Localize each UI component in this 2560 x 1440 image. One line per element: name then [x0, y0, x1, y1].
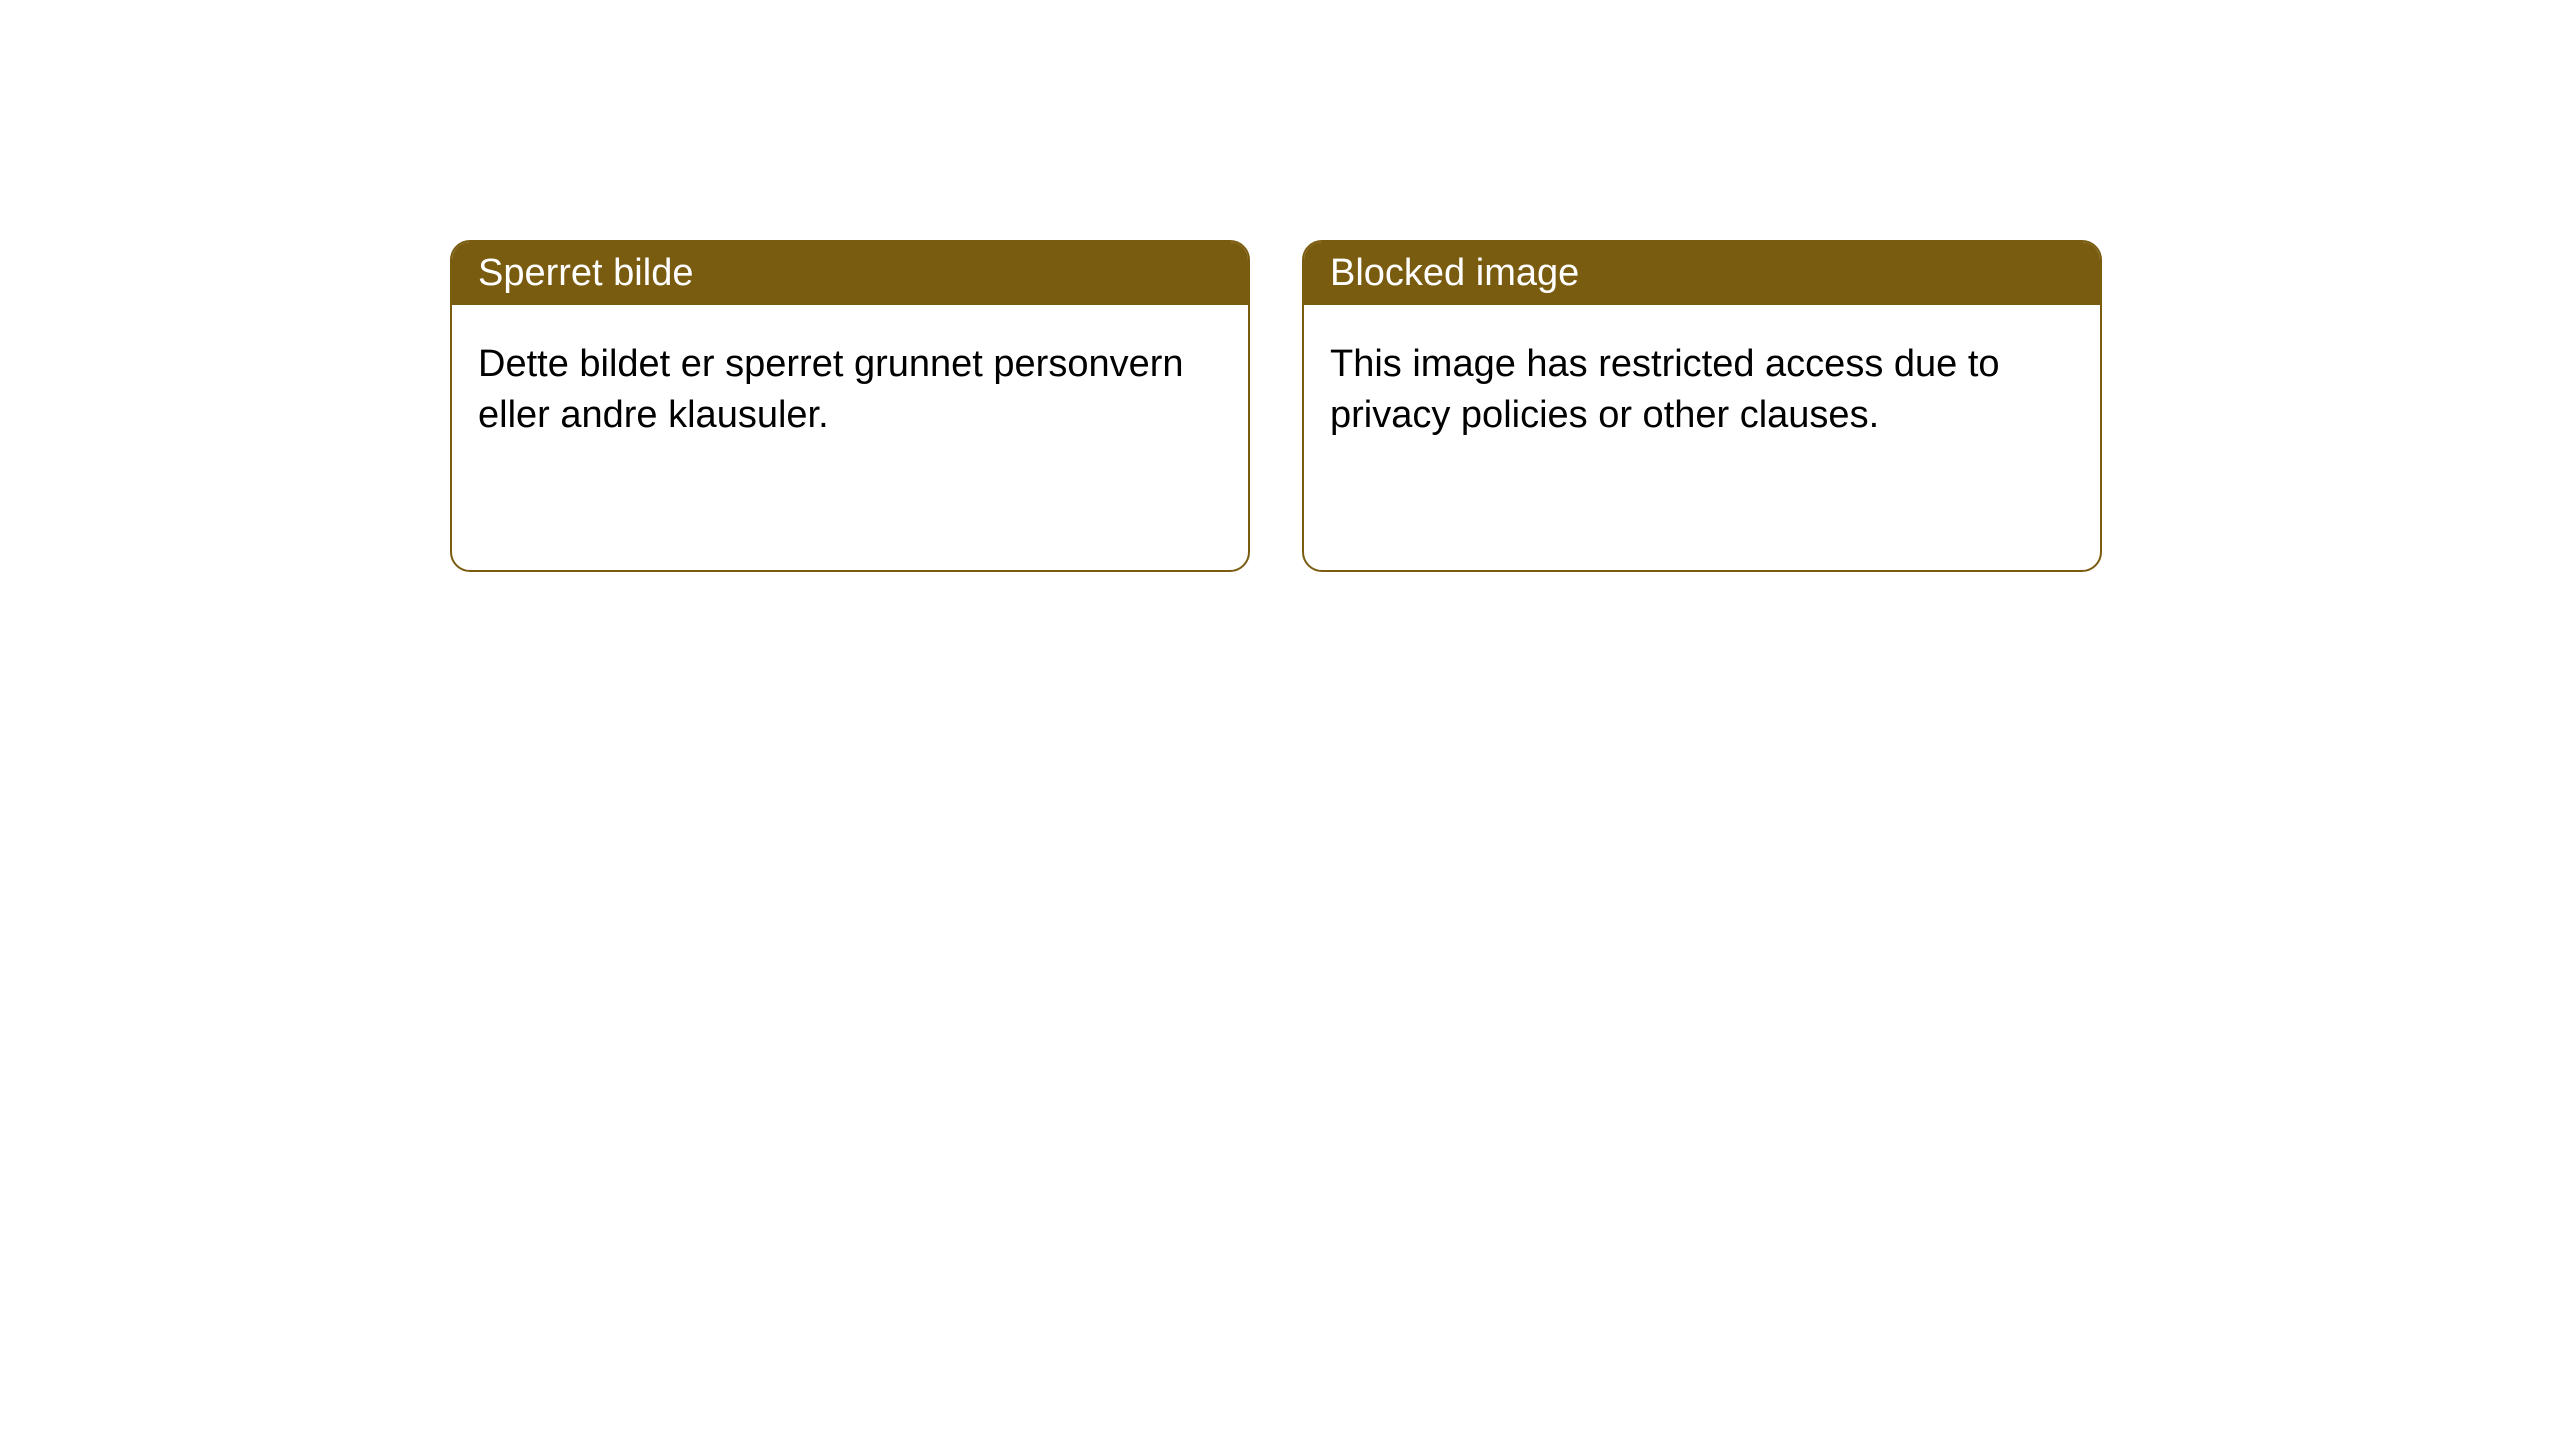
blocked-image-card-english: Blocked image This image has restricted …	[1302, 240, 2102, 572]
blocked-image-card-norwegian: Sperret bilde Dette bildet er sperret gr…	[450, 240, 1250, 572]
card-body: This image has restricted access due to …	[1304, 305, 2100, 476]
card-body: Dette bildet er sperret grunnet personve…	[452, 305, 1248, 476]
cards-container: Sperret bilde Dette bildet er sperret gr…	[0, 0, 2560, 572]
card-header: Blocked image	[1304, 242, 2100, 305]
card-header: Sperret bilde	[452, 242, 1248, 305]
